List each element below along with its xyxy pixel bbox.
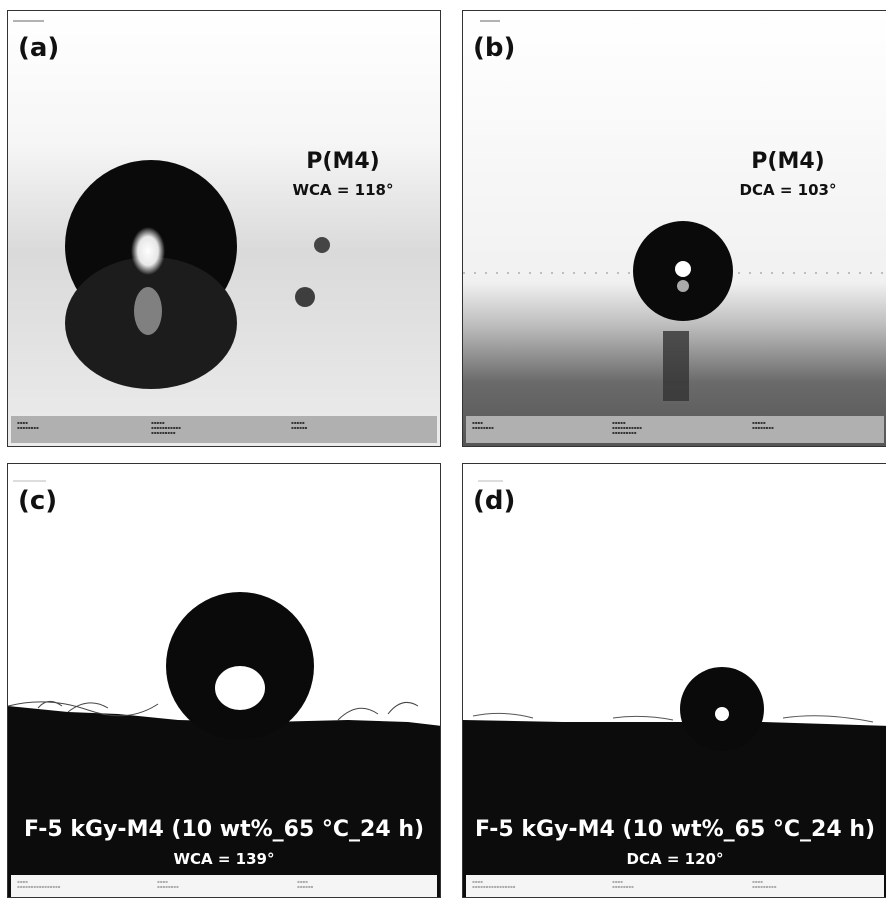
panel-d-contact-angle: DCA = 120° [626,850,724,868]
droplet-photo-b [463,11,886,446]
panel-c-image: (c) F-5 kGy-M4 (10 wt%_65 °C_24 h) WCA =… [7,463,441,898]
panel-a-title: P(M4) [306,149,380,174]
droplet-photo-d [463,464,886,897]
panel-label-b: (b) [473,33,516,63]
panel-label-d: (d) [473,486,516,516]
panel-b-contact-angle: DCA = 103° [739,181,837,199]
instrument-info-bar-a: ▪▪▪▪ ▪▪▪▪▪▪▪▪ ▪▪▪▪▪ ▪▪▪▪▪▪▪▪▪▪▪ ▪▪▪▪▪▪▪▪▪ ▪… [11,416,437,443]
instrument-info-bar-d: ▪▪▪▪ ▪▪▪▪▪▪▪▪▪▪▪▪▪▪▪▪ ▪▪▪▪ ▪▪▪▪▪▪▪▪ ▪▪▪▪ ▪▪… [466,875,884,897]
panel-b-title: P(M4) [751,149,825,174]
panel-label-a: (a) [18,33,60,63]
droplet-photo-a [8,11,440,446]
panel-d-title: F-5 kGy-M4 (10 wt%_65 °C_24 h) [474,817,876,842]
instrument-info-bar-c: ▪▪▪▪ ▪▪▪▪▪▪▪▪▪▪▪▪▪▪▪▪ ▪▪▪▪ ▪▪▪▪▪▪▪▪ ▪▪▪▪ ▪▪… [11,875,437,897]
panel-d-image: (d) F-5 kGy-M4 (10 wt%_65 °C_24 h) DCA =… [462,463,886,898]
panel-c-title: F-5 kGy-M4 (10 wt%_65 °C_24 h) [23,817,425,842]
panel-a-image: (a) P(M4) WCA = 118° ▪▪▪▪ ▪▪▪▪▪▪▪▪ ▪▪▪▪▪ ▪… [7,10,441,447]
panel-b-image: (b) P(M4) DCA = 103° ▪▪▪▪ ▪▪▪▪▪▪▪▪ ▪▪▪▪▪ ▪… [462,10,886,447]
droplet-photo-c [8,464,440,897]
panel-a-contact-angle: WCA = 118° [292,181,394,199]
panel-c-contact-angle: WCA = 139° [173,850,275,868]
instrument-info-bar-b: ▪▪▪▪ ▪▪▪▪▪▪▪▪ ▪▪▪▪▪ ▪▪▪▪▪▪▪▪▪▪▪ ▪▪▪▪▪▪▪▪▪ ▪… [466,416,884,443]
panel-label-c: (c) [18,486,58,516]
